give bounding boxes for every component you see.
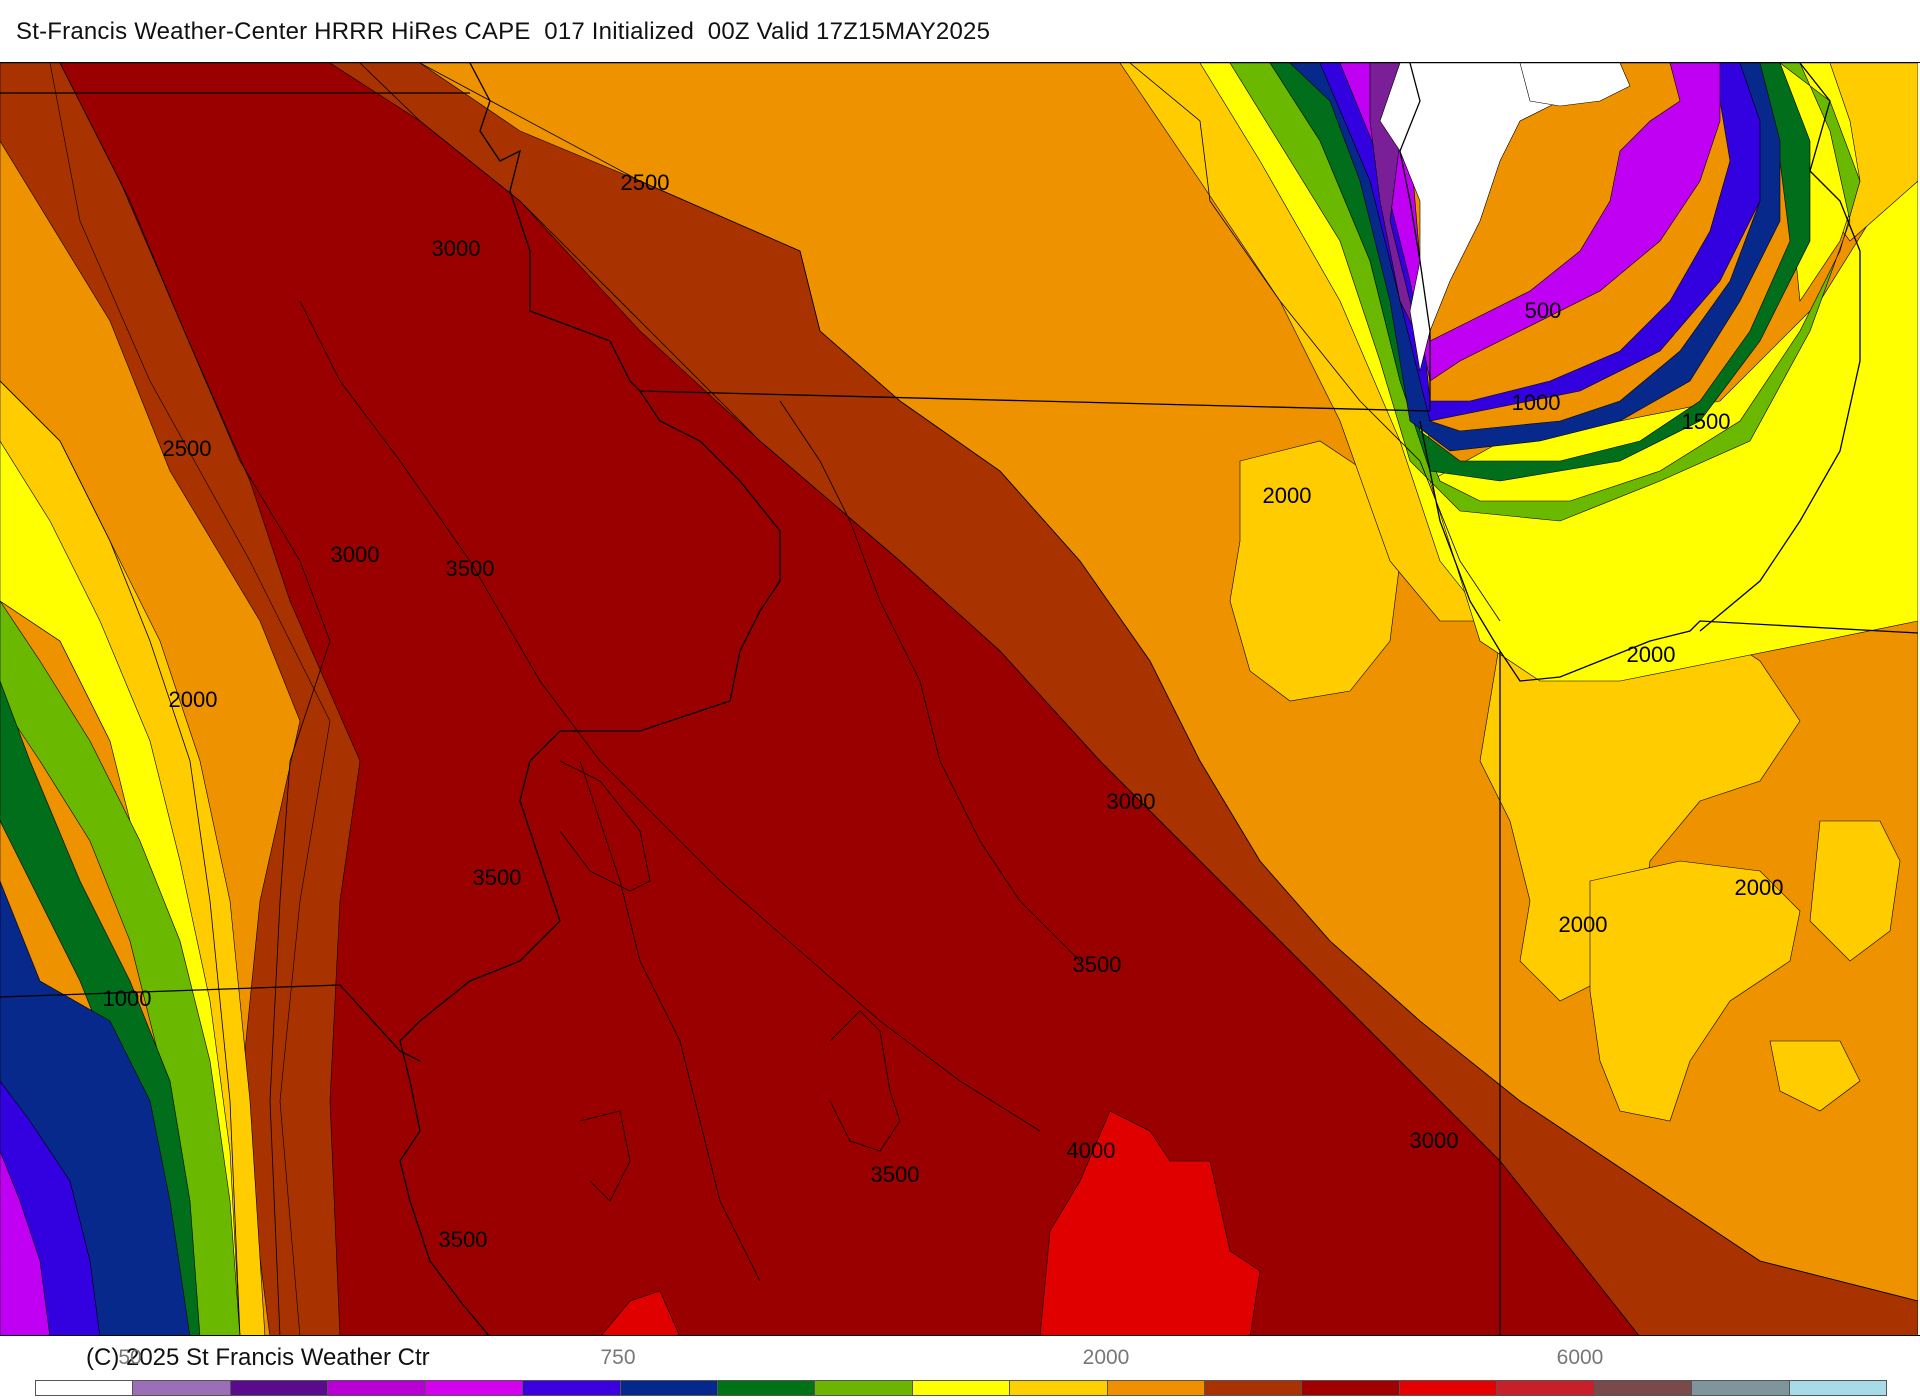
contour-label: 500 (1525, 298, 1562, 323)
contour-label: 2000 (1627, 642, 1676, 667)
contour-label: 1000 (103, 986, 152, 1011)
contour-label: 3000 (1410, 1128, 1459, 1153)
colorbar-cell (1107, 1381, 1206, 1395)
region-ne-white-right (1519, 63, 1631, 107)
contour-label: 2500 (621, 170, 670, 195)
region-east-gold-e (1769, 1040, 1861, 1112)
copyright-text: (C) 2025 St Francis Weather Ctr (86, 1344, 430, 1371)
contour-label: 2500 (163, 436, 212, 461)
region-east-gold-d (1809, 820, 1901, 962)
cape-colorbar (35, 1380, 1887, 1396)
map-title: St-Francis Weather-Center HRRR HiRes CAP… (16, 18, 991, 45)
title-bar: St-Francis Weather-Center HRRR HiRes CAP… (0, 0, 1920, 62)
colorbar-cell (1594, 1381, 1693, 1395)
cape-map: 2500 3000 2500 3000 3500 2000 3500 1000 … (0, 62, 1920, 1336)
colorbar-cell (1789, 1381, 1887, 1395)
contour-label: 3500 (473, 865, 522, 890)
contour-label: 1000 (1512, 390, 1561, 415)
contour-label: 3500 (871, 1162, 920, 1187)
colorbar-tick-label: 2000 (1082, 1346, 1130, 1369)
contour-label: 2000 (1735, 875, 1784, 900)
colorbar-cell (1302, 1381, 1400, 1395)
cape-map-canvas: 2500 3000 2500 3000 3500 2000 3500 1000 … (0, 63, 1918, 1335)
colorbar-cell (230, 1381, 329, 1395)
contour-label: 4000 (1067, 1138, 1116, 1163)
contour-label: 3500 (439, 1227, 488, 1252)
contour-label: 2000 (1263, 483, 1312, 508)
colorbar-cell (1205, 1381, 1303, 1395)
contour-label: 3000 (432, 236, 481, 261)
region-east-gold-c (1589, 860, 1801, 1122)
colorbar-tick-label: 750 (600, 1346, 636, 1369)
contour-label: 2000 (169, 687, 218, 712)
colorbar-cell (1497, 1381, 1595, 1395)
colorbar-cell (717, 1381, 816, 1395)
legend-footer: (C) 2025 St Francis Weather Ctr 50 750 2… (0, 1336, 1920, 1400)
contour-label: 1500 (1682, 409, 1731, 434)
colorbar-cell (1399, 1381, 1498, 1395)
colorbar-cell (523, 1381, 621, 1395)
contour-label: 3500 (446, 556, 495, 581)
colorbar-cell (815, 1381, 913, 1395)
region-west-magenta-band (0, 1150, 51, 1335)
region-red-area (1039, 1110, 1261, 1335)
colorbar-cell (1010, 1381, 1108, 1395)
colorbar-cell (133, 1381, 231, 1395)
contour-label: 3000 (1107, 789, 1156, 814)
state-boundaries (0, 63, 1918, 1335)
contour-lines (0, 63, 1918, 1335)
colorbar-tick-label: 6000 (1556, 1346, 1604, 1369)
contour-label: 3500 (1073, 952, 1122, 977)
colorbar-cell (912, 1381, 1011, 1395)
region-red-area-small (601, 1290, 680, 1335)
colorbar-cell (425, 1381, 524, 1395)
colorbar-cell (328, 1381, 426, 1395)
colorbar-cell (36, 1381, 134, 1395)
colorbar-cell (1692, 1381, 1790, 1395)
colorbar-cell (620, 1381, 718, 1395)
contour-label: 3000 (331, 542, 380, 567)
contour-labels: 2500 3000 2500 3000 3500 2000 3500 1000 … (103, 170, 1784, 1252)
colorbar-tick-label: 50 (118, 1346, 142, 1369)
contour-label: 2000 (1559, 912, 1608, 937)
